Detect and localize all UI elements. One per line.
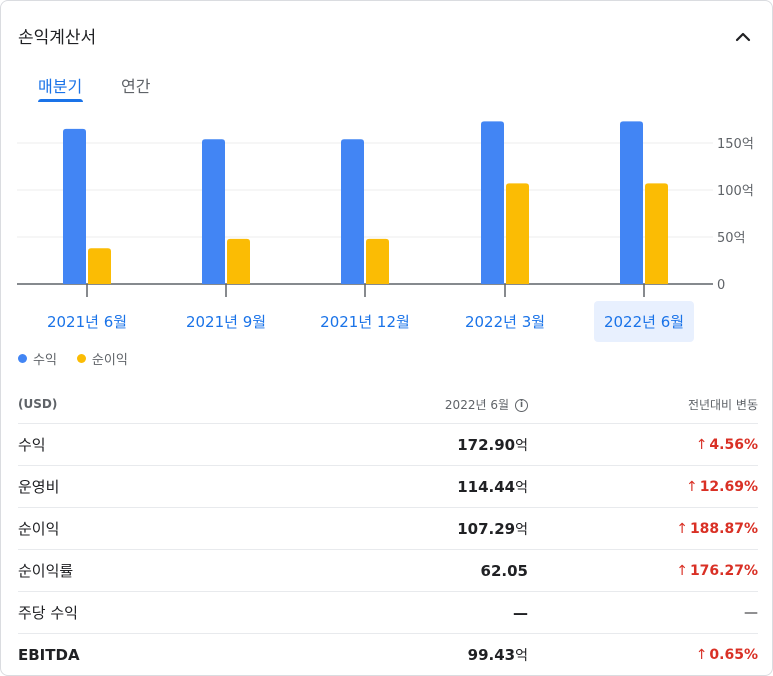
arrow-up-icon: ↑ [685, 478, 698, 495]
row-value-number: 107.29 [457, 519, 516, 538]
row-change: ↑ 188.87% [536, 507, 758, 550]
chevron-up-icon [735, 32, 751, 42]
arrow-up-icon: ↑ [676, 562, 688, 579]
bar-revenue[interactable] [620, 121, 643, 284]
bar-net-income[interactable] [88, 248, 111, 284]
row-value: 114.44억 [314, 465, 536, 508]
row-value-number: 99.43 [467, 645, 516, 664]
row-change: ↑ 0.65% [536, 633, 758, 675]
row-change: — [536, 591, 758, 634]
period-option[interactable]: 2021년 12월 [320, 313, 410, 331]
bar-revenue[interactable] [481, 121, 504, 284]
row-label: 순이익 [18, 507, 314, 550]
chart-legend: 수익 순이익 [18, 349, 148, 368]
row-value-number: 172.90 [457, 435, 516, 454]
bar-net-income[interactable] [506, 183, 529, 284]
row-label: 수익 [18, 423, 314, 466]
info-icon[interactable]: i [515, 398, 528, 412]
active-tab-indicator [38, 99, 83, 102]
bar-net-income[interactable] [645, 183, 668, 284]
header-period: 2022년 6월 i [314, 385, 536, 424]
table-row: 주당 수익 — — [18, 591, 758, 634]
header-change: 전년대비 변동 [687, 397, 758, 412]
legend-swatch-revenue [18, 354, 27, 363]
table-row: 순이익률 62.05 ↑ 176.27% [18, 549, 758, 592]
arrow-up-icon: ↑ [695, 436, 708, 453]
row-label: 주당 수익 [18, 591, 314, 634]
table-row: 운영비 114.44억 ↑ 12.69% [18, 465, 758, 508]
period-option[interactable]: 2022년 6월 [594, 301, 694, 342]
legend-item-revenue: 수익 [18, 349, 57, 368]
y-tick-label: 150억 [717, 137, 754, 152]
row-value-unit: 억 [515, 437, 528, 454]
bar-revenue[interactable] [63, 128, 86, 284]
row-change-value: 12.69% [699, 478, 758, 495]
row-change-value: — [744, 604, 758, 621]
card-title: 손익계산서 [18, 28, 97, 48]
row-change-value: 0.65% [709, 646, 758, 663]
table-row: 순이익 107.29억 ↑ 188.87% [18, 507, 758, 550]
row-label: EBITDA [18, 633, 314, 675]
row-value: — [314, 591, 536, 634]
arrow-up-icon: ↑ [695, 646, 708, 663]
period-option[interactable]: 2021년 9월 [185, 313, 267, 331]
row-change: ↑ 176.27% [536, 549, 758, 592]
period-option[interactable]: 2022년 3월 [464, 313, 546, 331]
table-row: EBITDA 99.43억 ↑ 0.65% [18, 633, 758, 675]
bar-revenue[interactable] [202, 139, 225, 284]
legend-item-net-income: 순이익 [76, 349, 128, 368]
row-value: 62.05 [314, 549, 536, 592]
period-option[interactable]: 2021년 6월 [46, 313, 128, 331]
row-value-number: 114.44 [457, 477, 516, 496]
header-currency: (USD) [18, 397, 58, 411]
bar-net-income[interactable] [366, 238, 389, 284]
header-period-label: 2022년 6월 [444, 397, 509, 412]
table-row: 수익 172.90억 ↑ 4.56% [18, 423, 758, 466]
row-label: 운영비 [18, 465, 314, 508]
row-value-number: 62.05 [480, 561, 528, 580]
row-value: 107.29억 [314, 507, 536, 550]
row-value-unit: 억 [515, 647, 528, 664]
row-value: 172.90억 [314, 423, 536, 466]
bar-revenue[interactable] [341, 139, 364, 284]
row-value-number: — [513, 603, 528, 622]
row-label: 순이익률 [18, 549, 314, 592]
table-header-row: (USD) 2022년 6월 i 전년대비 변동 [18, 385, 758, 424]
legend-label-revenue: 수익 [33, 353, 57, 368]
arrow-up-icon: ↑ [676, 520, 688, 537]
y-tick-label: 50억 [717, 231, 746, 246]
row-change-value: 188.87% [689, 520, 758, 537]
row-change-value: 4.56% [709, 436, 758, 453]
tab-annual[interactable]: 연간 [121, 77, 151, 96]
financial-table: (USD) 2022년 6월 i 전년대비 변동 수익 172.90억 ↑ 4.56% 운… [18, 385, 758, 675]
row-change: ↑ 4.56% [536, 423, 758, 466]
legend-label-net-income: 순이익 [91, 353, 128, 368]
row-change: ↑ 12.69% [536, 465, 758, 508]
bar-net-income[interactable] [227, 238, 250, 284]
row-value-unit: 억 [515, 479, 528, 496]
row-value: 99.43억 [314, 633, 536, 675]
y-tick-label: 0 [717, 278, 725, 293]
collapse-button[interactable] [729, 23, 757, 51]
y-tick-label: 100억 [717, 184, 754, 199]
tab-quarterly[interactable]: 매분기 [38, 77, 83, 96]
row-value-unit: 억 [515, 521, 528, 538]
row-change-value: 176.27% [689, 562, 758, 579]
revenue-chart: 150억 100억 50억 0 [17, 121, 754, 297]
legend-swatch-net-income [76, 354, 86, 363]
